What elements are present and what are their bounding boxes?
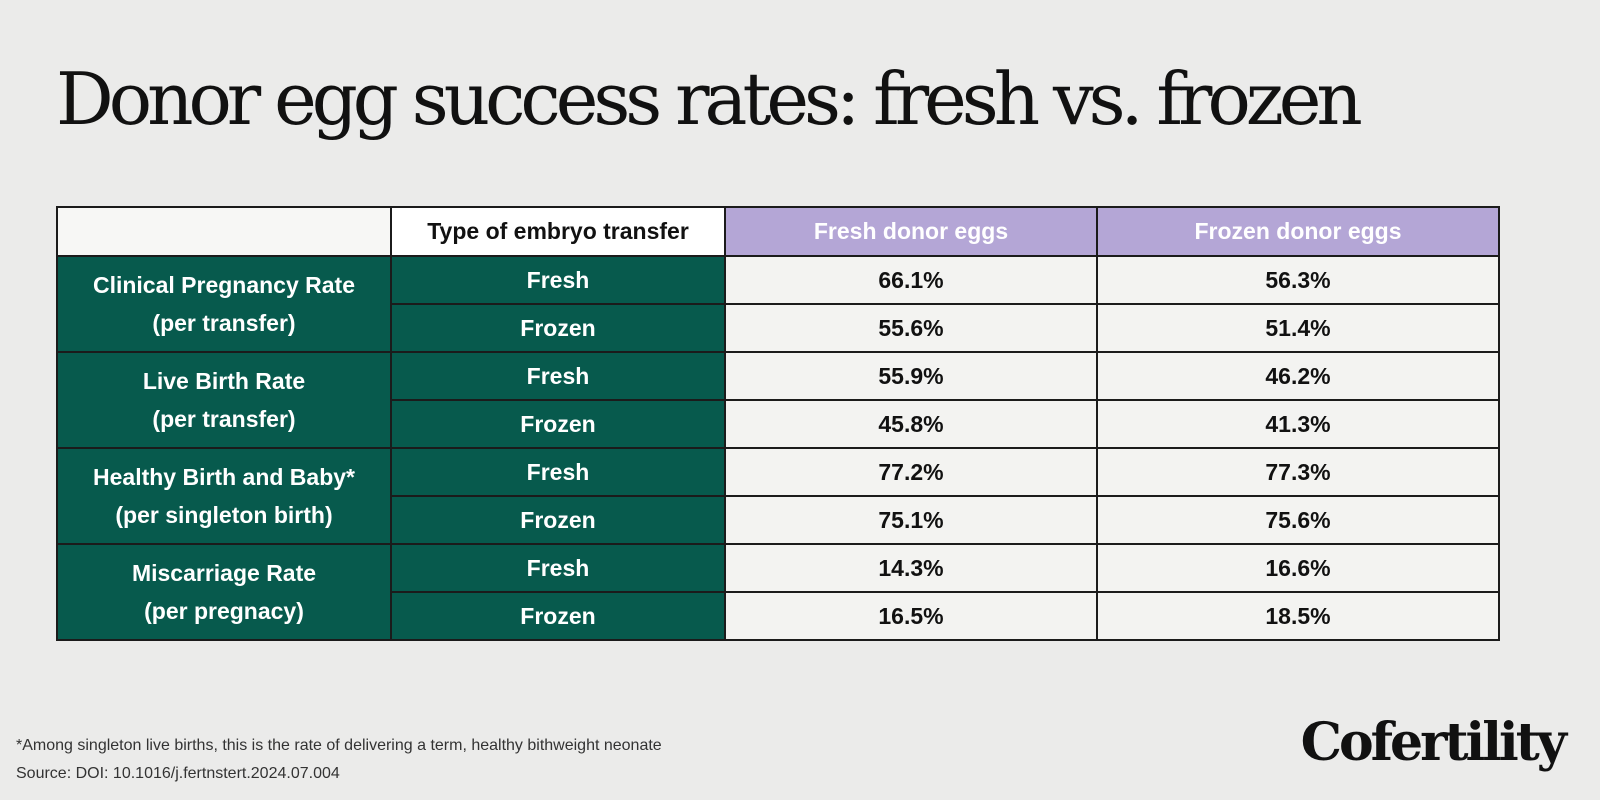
fresh-donor-value: 55.9% bbox=[724, 351, 1098, 401]
table-row: Healthy Birth and Baby* (per singleton b… bbox=[56, 447, 1500, 545]
header-blank-cell bbox=[56, 206, 392, 257]
frozen-donor-value: 51.4% bbox=[1096, 303, 1500, 353]
metric-unit: (per transfer) bbox=[152, 406, 296, 432]
frozen-donor-value: 75.6% bbox=[1096, 495, 1500, 545]
metric-name: Clinical Pregnancy Rate bbox=[92, 272, 356, 298]
success-rates-table: Type of embryo transfer Fresh donor eggs… bbox=[56, 206, 1500, 641]
header-type-of-transfer: Type of embryo transfer bbox=[390, 206, 726, 257]
table-row: Clinical Pregnancy Rate (per transfer) F… bbox=[56, 255, 1500, 353]
fresh-donor-value: 45.8% bbox=[724, 399, 1098, 449]
transfer-type-cell: Frozen bbox=[390, 495, 726, 545]
fresh-donor-value: 16.5% bbox=[724, 591, 1098, 641]
frozen-donor-value: 46.2% bbox=[1096, 351, 1500, 401]
transfer-type-cell: Frozen bbox=[390, 591, 726, 641]
table-row: Live Birth Rate (per transfer) Fresh 55.… bbox=[56, 351, 1500, 449]
metric-label-miscarriage: Miscarriage Rate (per pregnacy) bbox=[56, 543, 392, 641]
transfer-type-cell: Fresh bbox=[390, 351, 726, 401]
transfer-type-cell: Frozen bbox=[390, 399, 726, 449]
transfer-type-cell: Fresh bbox=[390, 543, 726, 593]
table-row: Frozen 55.6% 51.4% bbox=[57, 303, 1500, 353]
frozen-donor-value: 41.3% bbox=[1096, 399, 1500, 449]
frozen-donor-value: 16.6% bbox=[1096, 543, 1500, 593]
frozen-donor-value: 18.5% bbox=[1096, 591, 1500, 641]
frozen-donor-value: 77.3% bbox=[1096, 447, 1500, 497]
fresh-donor-value: 77.2% bbox=[724, 447, 1098, 497]
fresh-donor-value: 66.1% bbox=[724, 255, 1098, 305]
header-fresh-donor-eggs: Fresh donor eggs bbox=[724, 206, 1098, 257]
table-row: Frozen 45.8% 41.3% bbox=[57, 399, 1500, 449]
header-row: Type of embryo transfer Fresh donor eggs… bbox=[56, 206, 1500, 257]
header-frozen-donor-eggs: Frozen donor eggs bbox=[1096, 206, 1500, 257]
transfer-type-cell: Fresh bbox=[390, 447, 726, 497]
table-row: Miscarriage Rate (per pregnacy) Fresh 14… bbox=[56, 543, 1500, 641]
metric-label-live-birth: Live Birth Rate (per transfer) bbox=[56, 351, 392, 449]
transfer-type-cell: Frozen bbox=[390, 303, 726, 353]
transfer-type-cell: Fresh bbox=[390, 255, 726, 305]
fresh-donor-value: 55.6% bbox=[724, 303, 1098, 353]
table-row: Frozen 16.5% 18.5% bbox=[57, 591, 1500, 641]
footnote: *Among singleton live births, this is th… bbox=[16, 737, 662, 754]
metric-label-clinical-pregnancy: Clinical Pregnancy Rate (per transfer) bbox=[56, 255, 392, 353]
metric-unit: (per transfer) bbox=[152, 310, 296, 336]
metric-unit: (per pregnacy) bbox=[144, 598, 304, 624]
source-citation: Source: DOI: 10.1016/j.fertnstert.2024.0… bbox=[16, 765, 340, 782]
metric-name: Miscarriage Rate bbox=[131, 560, 317, 586]
metric-label-healthy-birth: Healthy Birth and Baby* (per singleton b… bbox=[56, 447, 392, 545]
metric-name: Healthy Birth and Baby* bbox=[93, 464, 355, 490]
frozen-donor-value: 56.3% bbox=[1096, 255, 1500, 305]
table-row: Frozen 75.1% 75.6% bbox=[57, 495, 1500, 545]
metric-name: Live Birth Rate bbox=[142, 368, 306, 394]
brand-logo: Cofertility bbox=[1300, 712, 1567, 773]
fresh-donor-value: 14.3% bbox=[724, 543, 1098, 593]
metric-unit: (per singleton birth) bbox=[115, 502, 333, 528]
fresh-donor-value: 75.1% bbox=[724, 495, 1098, 545]
page-title: Donor egg success rates: fresh vs. froze… bbox=[56, 57, 1363, 141]
